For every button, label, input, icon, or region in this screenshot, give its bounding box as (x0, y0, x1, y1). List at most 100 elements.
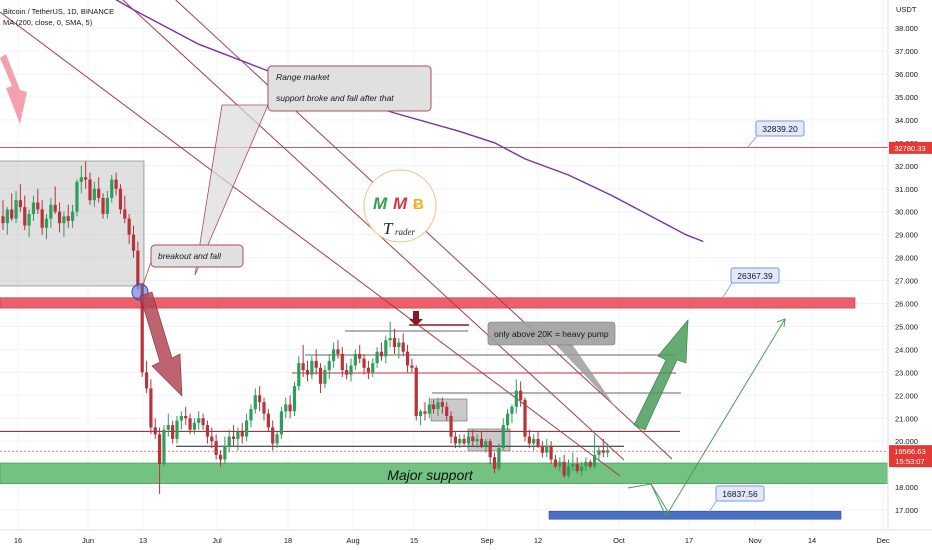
candle[interactable] (301, 344, 305, 377)
candle[interactable] (497, 443, 501, 472)
candle[interactable] (153, 418, 157, 439)
candle[interactable] (310, 356, 314, 380)
candle[interactable] (536, 432, 540, 449)
candle[interactable] (388, 321, 392, 348)
candle[interactable] (53, 186, 57, 214)
candle[interactable] (597, 445, 601, 462)
candle[interactable] (10, 193, 14, 221)
low-zone[interactable] (548, 510, 842, 520)
candle[interactable] (353, 349, 357, 371)
candle[interactable] (593, 434, 597, 469)
candle[interactable] (144, 360, 149, 394)
consolidation-box-1[interactable] (430, 398, 468, 422)
candle[interactable] (423, 402, 427, 421)
candle[interactable] (36, 188, 40, 214)
trend-line-middle[interactable] (112, 0, 625, 461)
price-tag-current[interactable]: 19566.63 15:53:07 (889, 445, 932, 468)
candle[interactable] (5, 207, 9, 235)
candle[interactable] (44, 213, 49, 240)
candle[interactable] (501, 418, 505, 451)
candle[interactable] (162, 425, 166, 467)
candle[interactable] (375, 347, 379, 368)
candle[interactable] (245, 413, 249, 442)
candle[interactable] (479, 432, 484, 449)
candle[interactable] (171, 420, 175, 444)
candle[interactable] (79, 165, 83, 194)
candle[interactable] (258, 386, 262, 412)
candle[interactable] (223, 436, 227, 465)
candle[interactable] (414, 365, 418, 421)
candle[interactable] (401, 333, 405, 357)
candle[interactable] (332, 342, 336, 368)
breakdown-zone[interactable] (0, 297, 856, 309)
candle[interactable] (297, 356, 301, 391)
candle[interactable] (188, 413, 192, 435)
candle[interactable] (1, 200, 5, 231)
candle[interactable] (492, 452, 497, 474)
candle[interactable] (18, 184, 22, 212)
candle[interactable] (484, 438, 488, 453)
major-support-zone[interactable] (0, 462, 888, 484)
candle[interactable] (562, 454, 566, 478)
candle[interactable] (166, 413, 170, 437)
candle[interactable] (475, 434, 479, 449)
candle[interactable] (532, 434, 536, 451)
candle[interactable] (527, 429, 531, 449)
candle[interactable] (40, 200, 44, 235)
candle[interactable] (284, 397, 288, 419)
candle[interactable] (84, 161, 88, 189)
candle[interactable] (88, 172, 92, 205)
time-axis[interactable]: 16 Jun 13 Jul 18 Aug 15 Sep 12 Oct 17 Nov 14 Dec (0, 529, 932, 545)
candle[interactable] (179, 411, 183, 430)
indicator-legend[interactable]: MA (200, close, 0, SMA, 5) (3, 18, 93, 27)
candle[interactable] (419, 409, 423, 426)
candle[interactable] (549, 441, 553, 465)
candle[interactable] (214, 434, 218, 460)
candle[interactable] (384, 335, 388, 364)
candle[interactable] (275, 432, 279, 449)
candle[interactable] (514, 379, 518, 414)
candle[interactable] (575, 457, 579, 474)
candle[interactable] (249, 404, 253, 428)
candle[interactable] (158, 427, 162, 494)
candle[interactable] (31, 195, 36, 221)
candle[interactable] (405, 344, 410, 373)
candle[interactable] (558, 457, 562, 472)
callout-range[interactable]: Range market support broke and fall afte… (194, 65, 432, 276)
candle[interactable] (488, 438, 492, 465)
candle[interactable] (553, 454, 558, 469)
candle[interactable] (118, 184, 123, 214)
candle[interactable] (379, 342, 384, 361)
candle[interactable] (57, 202, 62, 233)
candle[interactable] (314, 349, 318, 375)
candle[interactable] (192, 418, 196, 435)
candle[interactable] (519, 381, 523, 407)
level-box-1[interactable]: 32839.20 (746, 120, 805, 149)
candle[interactable] (23, 195, 27, 231)
candle[interactable] (136, 241, 140, 290)
candle[interactable] (427, 397, 431, 419)
candle[interactable] (123, 195, 127, 224)
candle[interactable] (336, 340, 340, 359)
candle[interactable] (397, 337, 401, 359)
candle[interactable] (210, 427, 214, 449)
candle[interactable] (240, 422, 244, 444)
candle[interactable] (362, 353, 366, 375)
candle[interactable] (288, 395, 292, 419)
candle[interactable] (110, 174, 114, 203)
candle[interactable] (114, 172, 118, 196)
candle[interactable] (410, 358, 414, 373)
candle[interactable] (506, 409, 510, 433)
callout-breakout[interactable]: breakout and fall (141, 244, 244, 289)
candle[interactable] (349, 358, 353, 382)
candle[interactable] (540, 441, 544, 458)
candle[interactable] (236, 427, 240, 451)
candle[interactable] (66, 204, 70, 228)
candle[interactable] (101, 193, 105, 219)
candle[interactable] (327, 353, 331, 380)
candle[interactable] (227, 429, 231, 453)
candle[interactable] (205, 420, 210, 444)
level-box-2[interactable]: 26367.39 (722, 267, 780, 298)
candle[interactable] (218, 450, 223, 467)
